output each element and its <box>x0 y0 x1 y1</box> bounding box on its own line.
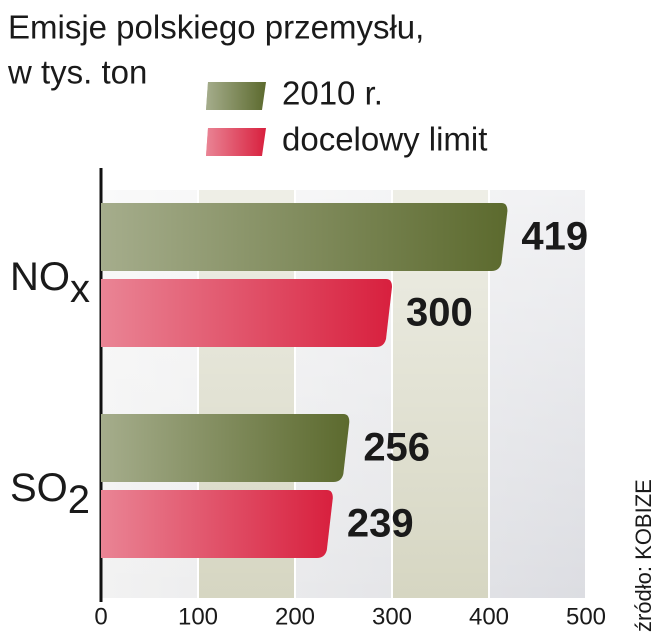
x-tick-label: 500 <box>566 603 606 630</box>
value-label: 256 <box>363 426 430 470</box>
legend-swatch-shade <box>206 82 266 110</box>
category-main: SO <box>10 466 68 510</box>
y-tick-label: SO2 <box>10 466 90 522</box>
bar-shade <box>101 279 392 347</box>
value-label: 239 <box>347 502 414 546</box>
legend-label: docelowy limit <box>282 121 487 158</box>
category-main: NO <box>10 255 70 299</box>
x-tick-label: 200 <box>275 603 315 630</box>
chart-title: Emisje polskiego przemysłu, <box>8 9 424 46</box>
x-tick-label: 0 <box>94 603 107 630</box>
value-label: 419 <box>521 215 588 259</box>
category-subscript: x <box>70 267 90 311</box>
bar-shade <box>101 490 333 558</box>
x-tick-label: 300 <box>372 603 412 630</box>
bar-shade <box>101 203 508 271</box>
y-tick-label: NOx <box>10 255 90 311</box>
chart-title: w tys. ton <box>7 54 147 91</box>
bar-shade <box>101 414 350 482</box>
value-label: 300 <box>406 291 473 335</box>
legend-label: 2010 r. <box>282 75 383 112</box>
x-tick-label: 400 <box>469 603 509 630</box>
source: źródło: KOBIZE <box>631 479 653 632</box>
category-subscript: 2 <box>68 478 90 522</box>
legend-swatch-shade <box>206 128 266 156</box>
x-tick-label: 100 <box>178 603 218 630</box>
